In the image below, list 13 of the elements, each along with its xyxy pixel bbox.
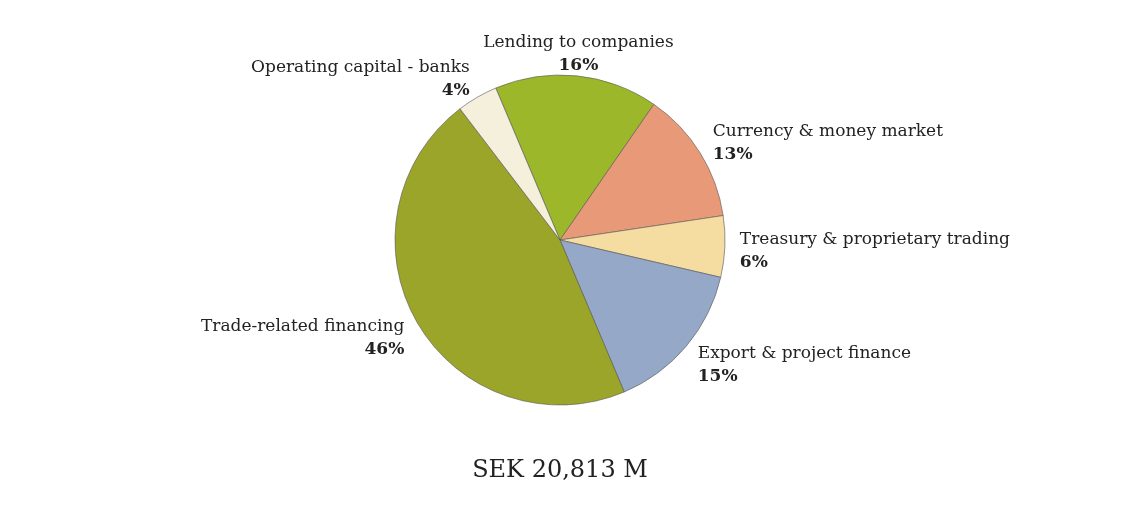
data-label: 15% <box>697 365 738 386</box>
data-label: 46% <box>364 338 405 359</box>
slice-label: Treasury & proprietary trading <box>739 227 1011 248</box>
data-label: 6% <box>739 250 768 271</box>
data-label: 16% <box>558 54 599 74</box>
data-label: 13% <box>712 142 753 163</box>
slice-label: Lending to companies <box>483 31 674 51</box>
data-label: 4% <box>441 78 470 99</box>
slice-label: Operating capital - banks <box>251 55 470 76</box>
text: SEK 20,813 M <box>472 455 648 483</box>
slice-label: Trade-related financing <box>200 315 405 336</box>
slice-label: Currency & money market <box>712 119 944 140</box>
slice-label: Export & project finance <box>697 342 912 363</box>
